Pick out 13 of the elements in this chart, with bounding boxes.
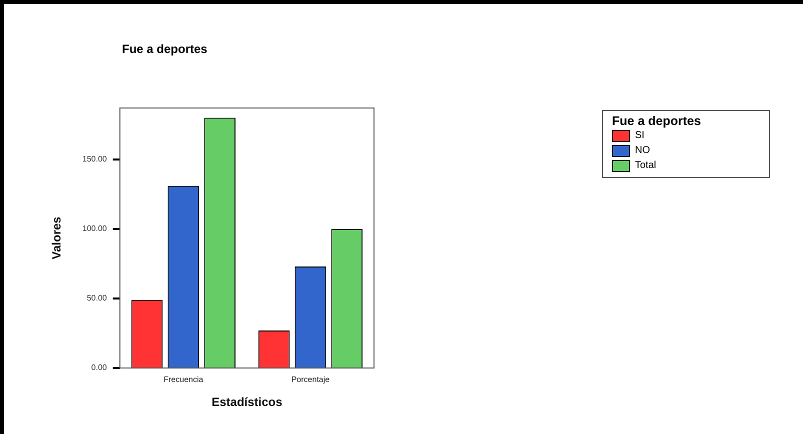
x-tick-label: Frecuencia <box>164 375 204 384</box>
legend-label: SI <box>635 129 644 143</box>
y-tick-label: 150.00 <box>82 154 108 164</box>
legend-label: Total <box>635 159 656 173</box>
x-tick-label: Porcentaje <box>291 375 330 384</box>
y-axis-title: Valores <box>50 216 64 260</box>
y-tick-label: 50.00 <box>86 294 108 303</box>
y-tick-label: 0.00 <box>91 363 108 372</box>
y-tick-label: 100.00 <box>82 224 108 234</box>
legend-label: NO <box>635 144 650 158</box>
chart-title: Fue a deportes <box>122 42 208 56</box>
x-axis-title: Estadísticos <box>212 395 283 410</box>
legend-title: Fue a deportes <box>612 114 702 128</box>
